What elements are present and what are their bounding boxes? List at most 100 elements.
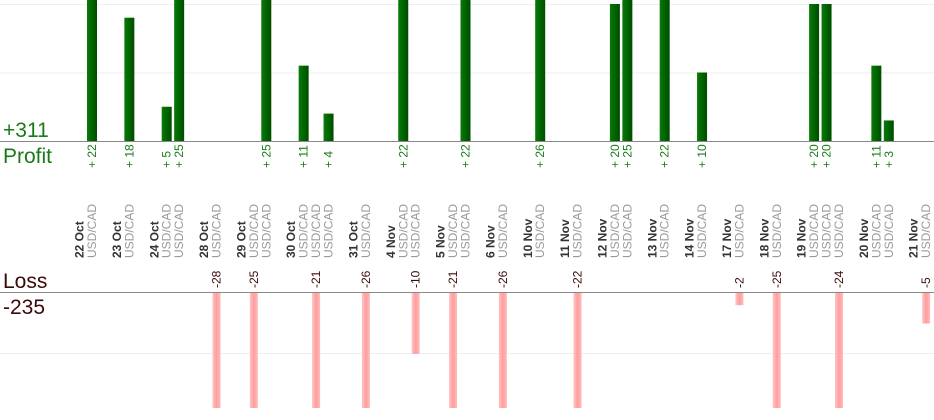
pair-label: USD/CAD [533,204,547,258]
profit-bar [697,72,708,141]
loss-value-label: -25 [770,270,784,288]
profit-bar [809,4,820,141]
profit-bar [174,0,185,141]
loss-value-label: -26 [496,270,510,288]
date-label: 31 Oct [346,221,360,258]
profit-bar [323,113,334,141]
pair-label: USD/CAD [309,204,323,258]
pair-label: USD/CAD [869,204,883,258]
date-label: 29 Oct [234,221,248,258]
profit-label: Profit [3,145,52,168]
loss-value-label: -28 [210,270,224,288]
profit-value-label: + 5 [160,151,174,168]
loss-bar [212,293,221,408]
date-label: 23 Oct [110,221,124,258]
pair-label: USD/CAD [882,204,896,258]
loss-bar [735,293,744,306]
profit-value-label: + 22 [85,144,99,168]
profit-bar [298,65,309,141]
loss-bar [573,293,582,408]
date-label: 14 Nov [683,218,697,258]
loss-bar [498,293,507,408]
profit-value-label: + 4 [322,151,336,168]
profit-value-label: + 18 [122,144,136,168]
loss-label: Loss [3,270,47,293]
profit-bar [821,4,832,141]
date-label: 11 Nov [558,219,572,258]
profit-value-label: + 20 [608,144,622,168]
profit-bar [871,65,882,141]
loss-total: -235 [3,296,45,319]
profit-bar [124,17,135,142]
loss-value-label: -10 [409,270,423,288]
date-label: 24 Oct [147,221,161,258]
date-label: 12 Nov [595,218,609,258]
loss-bar [449,293,458,408]
pair-label: USD/CAD [85,204,99,258]
profit-bar [398,0,409,141]
profit-value-label: + 20 [807,144,821,168]
pair-label: USD/CAD [770,204,784,258]
loss-value-label: -21 [446,270,460,288]
loss-bar [835,293,843,408]
profit-value-label: + 26 [533,144,547,168]
loss-value-label: -25 [247,270,261,288]
loss-value-label: -22 [571,270,585,288]
profit-bar [460,0,471,141]
pair-label: USD/CAD [446,204,460,258]
pair-label: USD/CAD [695,204,709,258]
profit-bar [261,0,272,141]
profit-bar [659,0,670,141]
date-label: 5 Nov [434,225,448,258]
pair-label: USD/CAD [571,204,585,258]
pair-label: USD/CAD [496,204,510,258]
pair-label: USD/CAD [658,204,672,258]
pair-label: USD/CAD [732,204,746,258]
profit-bar [622,0,633,141]
pair-label: USD/CAD [247,204,261,258]
bars [87,0,931,408]
pair-label: USD/CAD [620,204,634,258]
loss-bar [249,293,258,408]
profit-bar [883,120,894,141]
date-label: 6 Nov [483,225,497,258]
profit-value-label: + 25 [259,144,273,168]
profit-value-label: + 11 [297,145,311,168]
date-label: 22 Oct [73,221,87,258]
pair-label: USD/CAD [322,204,336,258]
date-label: 17 Nov [720,218,734,258]
pair-label: USD/CAD [172,204,186,258]
date-label: 19 Nov [795,218,809,258]
pair-label: USD/CAD [297,204,311,258]
profit-bar [87,0,97,141]
loss-value-label: -26 [359,270,373,288]
date-label: 18 Nov [757,218,771,258]
pair-label: USD/CAD [122,204,136,258]
profit-value-label: + 22 [459,144,473,168]
pair-label: USD/CAD [608,204,622,258]
profit-value-label: + 3 [882,151,896,168]
profit-value-label: + 25 [172,144,186,168]
pair-label: USD/CAD [396,204,410,258]
pair-label: USD/CAD [210,204,224,258]
date-label: 4 Nov [384,225,398,258]
loss-bar [411,293,420,354]
date-label: 20 Nov [857,218,871,258]
pair-label: USD/CAD [160,204,174,258]
profit-value-label: + 25 [620,144,634,168]
loss-value-label: -2 [732,277,746,288]
profit-value-label: + 11 [869,145,883,168]
loss-bar [312,293,321,408]
profit-total: +311 [3,119,49,142]
pair-label: USD/CAD [409,204,423,258]
profit-value-label: + 22 [658,144,672,168]
loss-value-label: -24 [832,270,846,288]
pair-label: USD/CAD [820,204,834,258]
profit-bar [535,0,546,141]
profit-bar [161,106,172,141]
profit-value-label: + 10 [695,144,709,168]
pair-label: USD/CAD [832,204,846,258]
date-label: 28 Oct [197,221,211,258]
